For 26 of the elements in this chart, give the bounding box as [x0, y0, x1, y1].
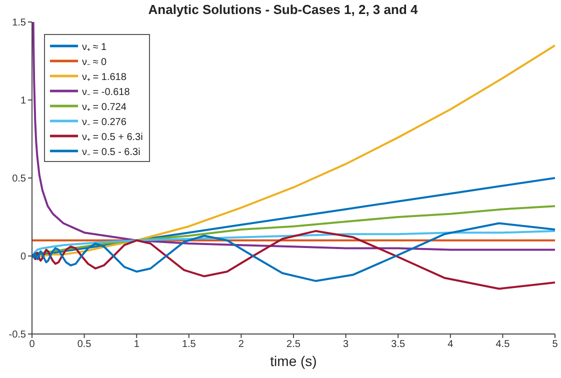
x-tick-label: 3	[343, 339, 350, 350]
x-axis-title: time (s)	[270, 353, 317, 369]
legend-label: ν₋ = 0.276	[82, 116, 126, 128]
y-tick-label: 0	[20, 252, 26, 263]
x-tick-label: 1	[134, 339, 140, 350]
y-tick-label: -0.5	[8, 330, 26, 341]
legend-label: ν₋ = -0.618	[82, 86, 130, 98]
x-tick-label: 2.5	[286, 339, 301, 350]
y-tick-label: 1	[20, 96, 26, 107]
legend-label: ν₋ ≈ 0	[82, 56, 107, 68]
y-tick-label: 0.5	[12, 174, 26, 185]
x-tick-label: 1.5	[182, 339, 196, 350]
legend-label: ν₊ ≈ 1	[82, 40, 107, 52]
x-tick-label: 2	[238, 339, 244, 350]
legend-label: ν₋ = 0.5 - 6.3i	[82, 146, 140, 158]
x-tick-label: 3.5	[391, 339, 406, 350]
x-tick-label: 0	[29, 339, 36, 350]
legend-label: ν₊ = 0.5 + 6.3i	[82, 130, 143, 142]
chart-title: Analytic Solutions - Sub-Cases 1, 2, 3 and 4	[147, 2, 419, 17]
x-tick-label: 4	[448, 339, 454, 350]
x-tick-label: 4.5	[496, 339, 510, 350]
legend-label: ν₊ = 1.618	[82, 70, 126, 82]
y-tick-label: 1.5	[12, 18, 26, 29]
legend-label: ν₊ = 0.724	[82, 100, 126, 112]
x-tick-label: 5	[552, 339, 558, 350]
x-tick-label: 0.5	[77, 339, 92, 350]
